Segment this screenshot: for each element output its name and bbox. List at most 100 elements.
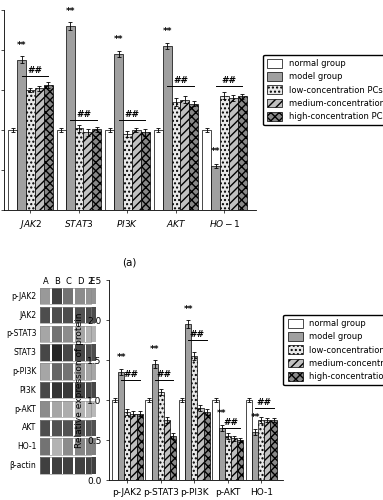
Bar bbox=[40, 326, 50, 342]
Bar bbox=[86, 344, 96, 361]
Legend: normal group, model group, low-concentration PCs group, medium-concentration PCs: normal group, model group, low-concentra… bbox=[283, 315, 383, 385]
Bar bbox=[40, 363, 91, 380]
Bar bbox=[35, 88, 44, 210]
Bar bbox=[86, 401, 96, 417]
Bar bbox=[202, 130, 211, 210]
Text: **: ** bbox=[17, 41, 26, 50]
Bar bbox=[179, 400, 185, 480]
Text: STAT3: STAT3 bbox=[13, 348, 36, 357]
Bar bbox=[211, 166, 220, 210]
Bar bbox=[40, 382, 91, 398]
Text: C: C bbox=[66, 277, 72, 286]
Bar bbox=[63, 401, 73, 417]
Bar bbox=[136, 414, 142, 480]
Bar bbox=[237, 440, 243, 480]
Bar bbox=[63, 288, 73, 304]
Text: PI3K: PI3K bbox=[20, 386, 36, 394]
Bar bbox=[40, 401, 50, 417]
Bar bbox=[114, 54, 123, 210]
Bar bbox=[180, 100, 189, 210]
Bar bbox=[40, 344, 91, 361]
Bar bbox=[86, 307, 96, 323]
Bar bbox=[163, 46, 172, 210]
Bar bbox=[75, 420, 85, 436]
Bar bbox=[86, 382, 96, 398]
Bar bbox=[197, 408, 203, 480]
Bar bbox=[264, 420, 270, 480]
Bar bbox=[52, 457, 62, 473]
Bar bbox=[52, 382, 62, 398]
Bar bbox=[52, 344, 62, 361]
Text: p-PI3K: p-PI3K bbox=[12, 367, 36, 376]
Bar bbox=[52, 288, 62, 304]
Bar bbox=[52, 438, 62, 455]
Text: AKT: AKT bbox=[22, 424, 36, 432]
Bar bbox=[189, 104, 198, 210]
Bar bbox=[63, 438, 73, 455]
Text: **: ** bbox=[162, 28, 172, 36]
Bar bbox=[40, 438, 50, 455]
Bar bbox=[63, 363, 73, 380]
Bar bbox=[40, 401, 91, 417]
Text: **: ** bbox=[217, 410, 226, 418]
Bar bbox=[132, 130, 141, 210]
Bar bbox=[40, 420, 50, 436]
Bar bbox=[170, 436, 176, 480]
Text: **: ** bbox=[183, 306, 193, 314]
Bar bbox=[75, 382, 85, 398]
Bar bbox=[44, 85, 53, 210]
Text: B: B bbox=[54, 277, 60, 286]
Text: **: ** bbox=[150, 346, 159, 354]
Text: ##: ## bbox=[124, 110, 139, 120]
Bar bbox=[75, 288, 85, 304]
Text: A: A bbox=[43, 277, 49, 286]
Bar bbox=[75, 307, 85, 323]
Text: JAK2: JAK2 bbox=[19, 310, 36, 320]
Bar bbox=[141, 132, 150, 210]
Text: p-AKT: p-AKT bbox=[15, 404, 36, 413]
Bar bbox=[270, 420, 277, 480]
Bar bbox=[40, 457, 50, 473]
Bar bbox=[40, 307, 91, 323]
Bar bbox=[86, 438, 96, 455]
Text: **: ** bbox=[250, 414, 260, 422]
Bar bbox=[238, 96, 247, 210]
Bar bbox=[26, 90, 35, 210]
Bar bbox=[40, 307, 50, 323]
Text: HO-1: HO-1 bbox=[17, 442, 36, 451]
Bar bbox=[154, 130, 163, 210]
Text: E: E bbox=[89, 277, 94, 286]
Bar bbox=[213, 400, 219, 480]
Bar bbox=[86, 420, 96, 436]
Text: ##: ## bbox=[76, 110, 91, 120]
Bar bbox=[75, 401, 85, 417]
Bar bbox=[118, 372, 124, 480]
Text: ##: ## bbox=[123, 370, 138, 379]
Text: D: D bbox=[77, 277, 83, 286]
Bar bbox=[40, 288, 50, 304]
Bar bbox=[52, 420, 62, 436]
Bar bbox=[52, 401, 62, 417]
Text: **: ** bbox=[65, 8, 75, 16]
Bar bbox=[40, 420, 91, 436]
Text: ##: ## bbox=[223, 418, 238, 427]
Text: (a): (a) bbox=[123, 258, 137, 268]
Text: ##: ## bbox=[156, 370, 171, 379]
Bar bbox=[86, 288, 96, 304]
Bar bbox=[63, 326, 73, 342]
Bar bbox=[258, 420, 264, 480]
Bar bbox=[203, 412, 210, 480]
Text: p-JAK2: p-JAK2 bbox=[11, 292, 36, 300]
Bar bbox=[124, 412, 130, 480]
Bar bbox=[112, 400, 118, 480]
Bar bbox=[63, 420, 73, 436]
Bar bbox=[40, 438, 91, 455]
Bar bbox=[83, 132, 92, 210]
Bar bbox=[229, 98, 238, 210]
Bar bbox=[8, 130, 17, 210]
Bar bbox=[40, 288, 91, 304]
Text: ##: ## bbox=[257, 398, 272, 407]
Bar bbox=[130, 414, 136, 480]
Bar bbox=[40, 326, 91, 342]
Bar bbox=[246, 400, 252, 480]
